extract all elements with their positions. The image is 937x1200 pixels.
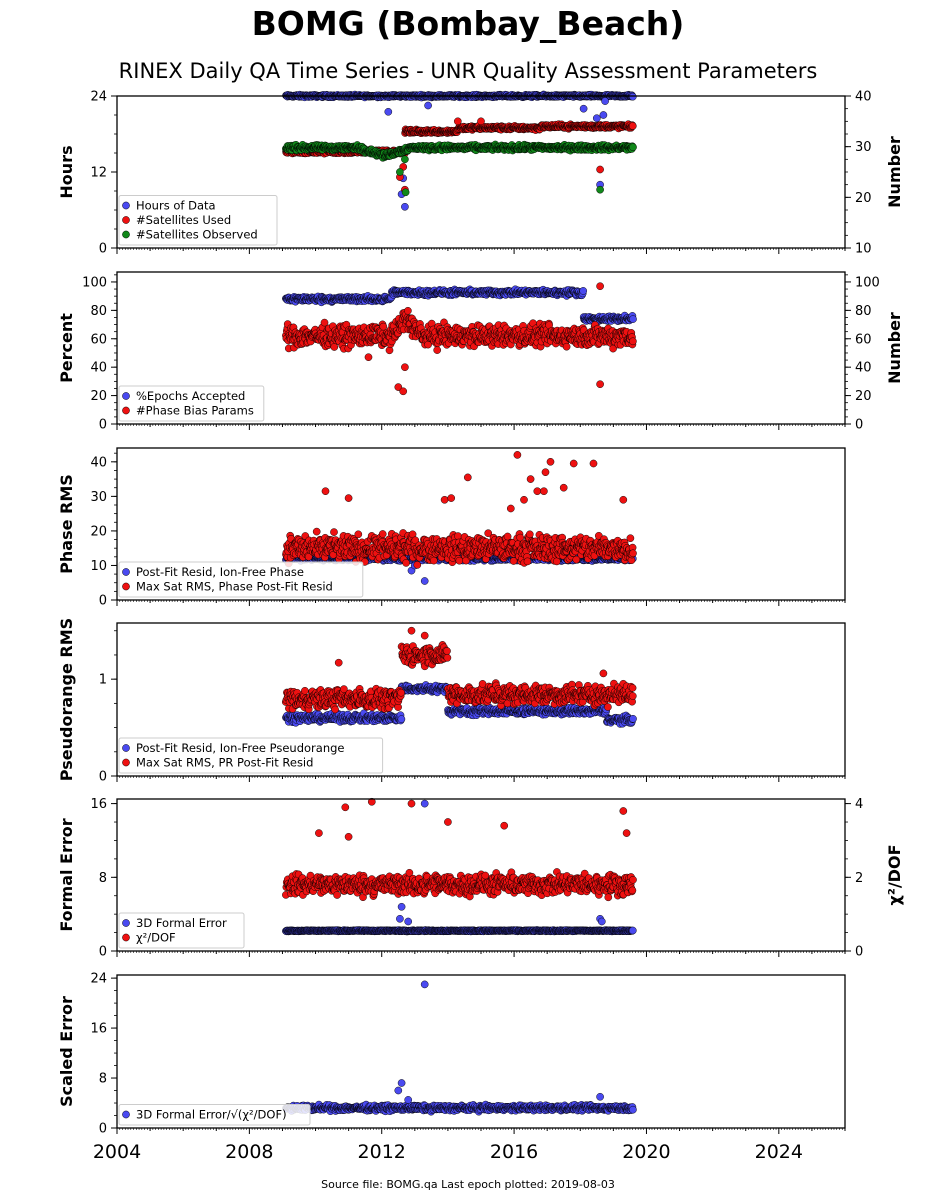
series-red [282, 117, 637, 194]
data-point [629, 337, 637, 346]
outlier-point [401, 155, 409, 164]
outlier-point [596, 282, 604, 291]
outlier-point [596, 380, 604, 389]
outlier-point [401, 188, 410, 197]
series-green [282, 140, 637, 197]
data-point [433, 346, 442, 354]
legend-entry: #Satellites Used [136, 213, 231, 227]
y-tick-label: 0 [99, 418, 107, 433]
y-tick-label: 40 [90, 361, 107, 376]
y-right-tick-label: 30 [855, 140, 872, 155]
chart-title: BOMG (Bombay_Beach) [252, 4, 685, 43]
y-right-tick-label: 0 [855, 418, 863, 433]
outlier-point [596, 165, 604, 174]
data-point [330, 343, 339, 351]
outlier-point [399, 387, 408, 396]
data-point [404, 306, 412, 315]
outlier-point [477, 117, 485, 126]
data-point [629, 143, 637, 152]
outlier-point [592, 114, 601, 123]
y-right-tick-label: 20 [855, 191, 872, 206]
legend-entry: %Epochs Accepted [136, 389, 245, 403]
y-right-tick-label: 20 [855, 389, 872, 404]
y-axis-label: Percent [57, 313, 76, 383]
data-point [562, 342, 571, 351]
y-right-tick-label: 40 [855, 90, 872, 105]
outlier-point [401, 363, 409, 372]
y-right-tick-label: 10 [855, 242, 872, 257]
y-axis-label: Hours [57, 145, 76, 198]
legend-marker [122, 216, 130, 224]
y-right-tick-label: 80 [855, 304, 872, 319]
outlier-point [396, 168, 404, 176]
outlier-point [579, 104, 588, 113]
outlier-point [453, 117, 462, 126]
y-tick-label: 12 [90, 166, 107, 181]
data-point [629, 315, 637, 323]
y-tick-label: 24 [90, 90, 107, 105]
outlier-point [599, 111, 608, 119]
legend-marker [122, 392, 130, 400]
y-right-tick-label: 100 [855, 275, 880, 290]
y-tick-label: 80 [90, 304, 107, 319]
y-right-tick-label: 40 [855, 361, 872, 376]
outlier-point [601, 97, 609, 105]
y-tick-label: 20 [90, 389, 107, 404]
data-points [282, 90, 637, 211]
data-point [628, 92, 637, 101]
legend-marker [122, 406, 130, 415]
legend-marker [122, 230, 130, 239]
outlier-point [384, 107, 393, 116]
outlier-point [596, 185, 604, 194]
y-right-axis-label: Number [885, 312, 904, 384]
y-tick-label: 100 [82, 275, 107, 290]
panel-2: 0 20 40 60 80 100 0 20 40 60 80 100 Percent Number %Ep… [57, 271, 904, 433]
legend-entry: #Phase Bias Params [136, 404, 254, 418]
series-blue [282, 285, 637, 326]
legend: %Epochs Accepted#Phase Bias Params [118, 385, 265, 422]
data-point [579, 287, 588, 295]
chart-subtitle: RINEX Daily QA Time Series - UNR Quality… [119, 59, 818, 83]
outlier-point [364, 353, 373, 362]
y-tick-label: 60 [90, 332, 107, 347]
y-right-axis-label: Number [885, 136, 904, 208]
data-points [282, 282, 637, 396]
legend-entry: Hours of Data [136, 199, 216, 213]
y-right-tick-label: 60 [855, 332, 872, 347]
legend-marker [122, 201, 130, 210]
outlier-point [424, 101, 432, 110]
data-point [628, 122, 637, 130]
legend-entry: #Satellites Observed [136, 228, 258, 242]
y-tick-label: 0 [99, 242, 107, 257]
legend: Hours of Data#Satellites Used#Satellites… [118, 195, 278, 246]
outlier-point [401, 202, 409, 211]
